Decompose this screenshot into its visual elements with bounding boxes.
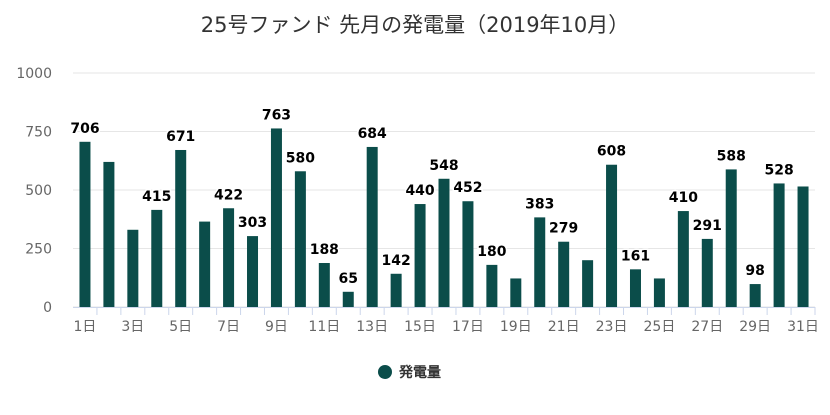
- data-label-20日: 383: [525, 196, 554, 212]
- data-label-1日: 706: [70, 121, 99, 137]
- bar-6日[interactable]: [199, 221, 211, 307]
- y-tick-label: 0: [43, 300, 52, 316]
- y-tick-label: 500: [25, 183, 52, 199]
- bar-11日[interactable]: [318, 263, 330, 307]
- legend-marker[interactable]: [378, 365, 392, 379]
- bar-1日[interactable]: [79, 141, 91, 307]
- data-label-4日: 415: [142, 189, 171, 205]
- x-tick-label-13日: 13日: [356, 319, 388, 335]
- data-label-23日: 608: [597, 144, 626, 160]
- bar-2日[interactable]: [103, 161, 115, 307]
- y-tick-label: 1000: [16, 66, 52, 82]
- bar-14日[interactable]: [390, 273, 402, 307]
- bar-15日[interactable]: [414, 204, 426, 307]
- bar-23日[interactable]: [606, 164, 618, 307]
- bar-7日[interactable]: [223, 208, 235, 307]
- data-label-11日: 188: [310, 242, 339, 258]
- bar-16日[interactable]: [438, 178, 450, 307]
- bar-13日[interactable]: [366, 146, 378, 307]
- data-label-10日: 580: [286, 150, 315, 166]
- x-tick-label-31日: 31日: [787, 319, 819, 335]
- bar-10日[interactable]: [294, 171, 306, 307]
- bar-12日[interactable]: [342, 291, 354, 307]
- data-label-8日: 303: [238, 215, 267, 231]
- bar-27日[interactable]: [701, 238, 713, 307]
- data-label-27日: 291: [693, 218, 722, 234]
- bar-3日[interactable]: [127, 229, 139, 307]
- x-tick-label-21日: 21日: [548, 319, 580, 335]
- bar-8日[interactable]: [247, 236, 259, 307]
- x-axis: 1日 3日 5日 7日 9日 11日 13日 15日 17日 19日 21日 23日 25日 27日 29日…: [73, 307, 819, 335]
- x-tick-label-5日: 5日: [169, 319, 192, 335]
- x-tick-label-9日: 9日: [265, 319, 288, 335]
- y-tick-label: 250: [25, 242, 52, 258]
- data-label-14日: 142: [382, 253, 411, 269]
- data-label-5日: 671: [166, 129, 195, 145]
- data-label-17日: 452: [453, 180, 482, 196]
- x-tick-label-11日: 11日: [308, 319, 340, 335]
- bar-18日[interactable]: [486, 264, 498, 307]
- bar-31日[interactable]: [797, 186, 809, 307]
- bar-21日[interactable]: [558, 241, 570, 307]
- bar-29日[interactable]: [749, 284, 761, 307]
- data-label-9日: 763: [262, 107, 291, 123]
- x-tick-label-17日: 17日: [452, 319, 484, 335]
- x-tick-label-7日: 7日: [217, 319, 240, 335]
- x-tick-label-19日: 19日: [500, 319, 532, 335]
- data-label-15日: 440: [405, 183, 434, 199]
- bar-20日[interactable]: [534, 217, 546, 307]
- bar-9日[interactable]: [270, 128, 282, 307]
- bar-26日[interactable]: [677, 211, 689, 307]
- data-label-28日: 588: [717, 148, 746, 164]
- x-tick-label-15日: 15日: [404, 319, 436, 335]
- data-label-7日: 422: [214, 187, 243, 203]
- bar-5日[interactable]: [175, 149, 187, 307]
- x-tick-label-3日: 3日: [121, 319, 144, 335]
- y-tick-label: 750: [25, 125, 52, 141]
- bars: [79, 128, 809, 307]
- data-label-18日: 180: [477, 244, 506, 260]
- x-tick-label-23日: 23日: [596, 319, 628, 335]
- bar-22日[interactable]: [582, 260, 594, 307]
- data-label-21日: 279: [549, 221, 578, 237]
- y-axis: 0 250 500 750 1000: [16, 66, 52, 316]
- bar-17日[interactable]: [462, 201, 474, 307]
- data-label-24日: 161: [621, 248, 650, 264]
- x-tick-label-25日: 25日: [644, 319, 676, 335]
- data-label-16日: 548: [429, 158, 458, 174]
- data-label-12日: 65: [339, 271, 358, 287]
- bar-30日[interactable]: [773, 183, 785, 307]
- x-tick-label-27日: 27日: [691, 319, 723, 335]
- bar-28日[interactable]: [725, 169, 737, 307]
- x-tick-label-1日: 1日: [74, 319, 97, 335]
- bar-24日[interactable]: [629, 269, 641, 307]
- data-label-29日: 98: [745, 263, 764, 279]
- x-tick-label-29日: 29日: [739, 319, 771, 335]
- legend[interactable]: 発電量: [378, 364, 441, 381]
- chart-title: 25号ファンド 先月の発電量（2019年10月）: [201, 13, 630, 37]
- legend-label[interactable]: 発電量: [398, 364, 441, 381]
- bar-25日[interactable]: [653, 278, 665, 307]
- bar-4日[interactable]: [151, 209, 163, 307]
- data-label-13日: 684: [358, 126, 387, 142]
- bar-19日[interactable]: [510, 278, 522, 307]
- data-label-26日: 410: [669, 190, 698, 206]
- data-label-30日: 528: [764, 162, 793, 178]
